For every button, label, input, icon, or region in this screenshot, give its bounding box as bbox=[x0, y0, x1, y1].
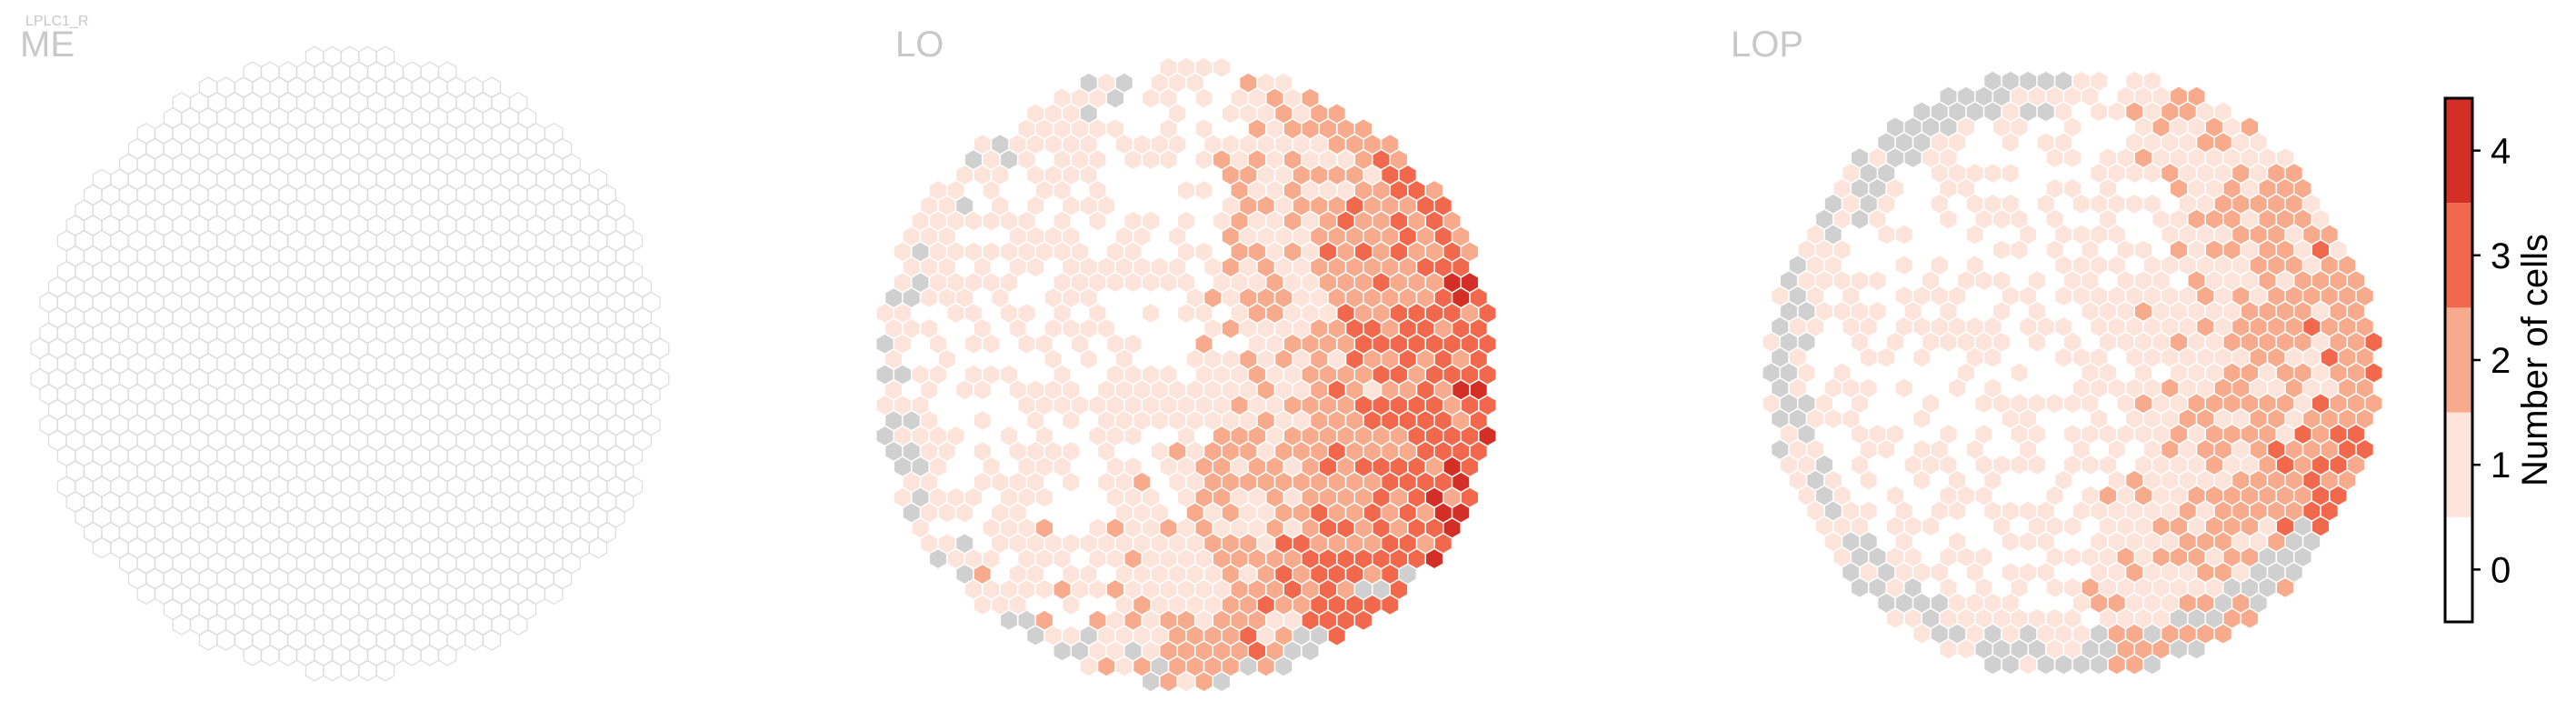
me-hex-cell bbox=[278, 645, 297, 666]
lop-hex-cell bbox=[2240, 607, 2260, 629]
me-hex-cell bbox=[172, 614, 191, 636]
me-hex-cell bbox=[198, 629, 218, 651]
me-hex-cell bbox=[340, 660, 360, 682]
colorbar: 0 1 2 3 4 Number of cells bbox=[2443, 96, 2555, 624]
lo-hex-cell bbox=[1256, 656, 1275, 677]
lop-hex-cell bbox=[1850, 576, 1870, 599]
panel-title-me: ME bbox=[20, 25, 75, 65]
lo-hex-cell bbox=[928, 547, 948, 570]
lop-hex-cell bbox=[1956, 638, 1976, 660]
lop-hex-cell bbox=[1912, 623, 1932, 645]
lo-hex-cell bbox=[1194, 671, 1213, 693]
figure-subtitle: LPLC1_R bbox=[25, 14, 88, 29]
lo-hex-cell bbox=[1274, 656, 1293, 677]
me-hex-cell bbox=[136, 583, 155, 606]
lop-hex-cell bbox=[2213, 623, 2232, 645]
me-hex-cell bbox=[216, 629, 235, 651]
colorbar-tick-label-0: 0 bbox=[2491, 550, 2511, 590]
lo-hex-cell bbox=[1353, 609, 1373, 631]
lo-hex-cell bbox=[1026, 625, 1045, 646]
lo-hex-cell bbox=[1212, 671, 1232, 693]
lop-hex-cell bbox=[2019, 654, 2038, 676]
lop-hex-cell bbox=[2187, 638, 2206, 660]
me-hex-cell bbox=[375, 660, 395, 682]
me-hex-cell bbox=[403, 645, 422, 666]
colorbar-band-1 bbox=[2445, 412, 2472, 517]
lo-hex-cell bbox=[1114, 656, 1133, 677]
hex-panel-me bbox=[30, 45, 670, 682]
colorbar-tick-label-2: 2 bbox=[2491, 341, 2511, 381]
me-hex-cell bbox=[588, 536, 608, 559]
colorbar-band-0 bbox=[2445, 516, 2472, 622]
lop-hex-cell bbox=[1939, 638, 1958, 660]
lo-hex-cell bbox=[973, 594, 992, 616]
colorbar-band-3 bbox=[2445, 203, 2472, 308]
me-hex-cell bbox=[305, 660, 324, 682]
lop-hex-cell bbox=[2054, 654, 2073, 676]
lo-hex-cell bbox=[999, 609, 1019, 631]
lo-hex-cell bbox=[1301, 640, 1320, 662]
lo-hex-cell bbox=[1079, 656, 1098, 677]
lop-hex-cell bbox=[2142, 654, 2162, 676]
panel-title-lop: LOP bbox=[1731, 25, 1803, 65]
lo-hex-cell bbox=[1141, 671, 1161, 693]
lop-hex-cell bbox=[1885, 607, 1905, 629]
lo-hex-cell bbox=[1424, 547, 1444, 570]
lop-hex-cell bbox=[2125, 654, 2144, 676]
lo-hex-cell bbox=[1159, 671, 1178, 693]
colorbar-tick-label-4: 4 bbox=[2491, 132, 2511, 172]
me-hex-cell bbox=[261, 645, 280, 666]
lo-hex-cell bbox=[1053, 640, 1072, 662]
me-hex-cell bbox=[509, 614, 528, 636]
me-hex-cell bbox=[482, 629, 502, 651]
lop-hex-cell bbox=[2001, 654, 2020, 676]
lop-hex-cell bbox=[2107, 654, 2126, 676]
hex-panel-lop bbox=[1762, 70, 2383, 676]
lo-hex-cell bbox=[1239, 656, 1258, 677]
me-hex-cell bbox=[420, 645, 439, 666]
lop-hex-cell bbox=[2275, 576, 2295, 599]
lo-hex-cell bbox=[1381, 594, 1400, 616]
me-hex-cell bbox=[358, 660, 377, 682]
me-hex-cell bbox=[92, 536, 112, 559]
lo-hex-cell bbox=[1097, 656, 1116, 677]
hex-panel-lo bbox=[875, 56, 1497, 693]
colorbar-band-2 bbox=[2445, 307, 2472, 413]
me-hex-cell bbox=[464, 629, 484, 651]
colorbar-label: Number of cells bbox=[2515, 234, 2555, 486]
lop-hex-cell bbox=[2072, 654, 2091, 676]
lo-hex-cell bbox=[1327, 625, 1346, 646]
me-hex-cell bbox=[438, 645, 457, 666]
me-hex-cell bbox=[243, 645, 262, 666]
lop-hex-cell bbox=[1983, 654, 2002, 676]
me-hex-cell bbox=[323, 660, 342, 682]
lop-hex-cell bbox=[2169, 638, 2189, 660]
lo-hex-cell bbox=[1176, 671, 1196, 693]
me-hex-cell bbox=[544, 583, 564, 606]
lop-hex-cell bbox=[2090, 654, 2109, 676]
colorbar-tick-label-3: 3 bbox=[2491, 236, 2511, 276]
lop-hex-cell bbox=[2036, 654, 2055, 676]
colorbar-tick-label-1: 1 bbox=[2491, 446, 2511, 486]
colorbar-band-4 bbox=[2445, 98, 2472, 204]
panel-title-lo: LO bbox=[895, 25, 944, 65]
